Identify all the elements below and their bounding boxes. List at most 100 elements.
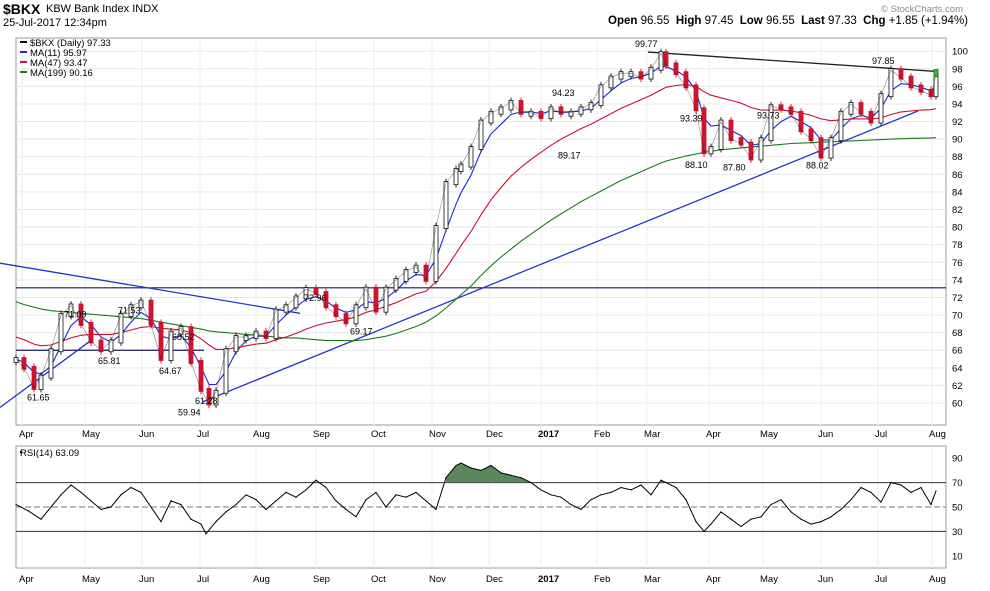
rsi-point bbox=[205, 533, 207, 535]
rsi-point bbox=[295, 496, 297, 498]
rsi-point bbox=[275, 500, 277, 502]
symbol-name: KBW Bank Index INDX bbox=[46, 3, 159, 15]
rsi-point bbox=[70, 484, 72, 486]
price-bar bbox=[768, 101, 774, 144]
price-candle bbox=[693, 84, 699, 112]
price-bar bbox=[663, 48, 669, 69]
price-bar bbox=[798, 108, 804, 135]
legend-swatch bbox=[20, 71, 27, 73]
price-bar bbox=[898, 65, 904, 83]
rsi-point bbox=[590, 499, 592, 501]
price-x-tick: Apr bbox=[19, 429, 34, 440]
price-bar bbox=[283, 301, 289, 316]
rsi-x-tick: Nov bbox=[429, 574, 446, 585]
rsi-point bbox=[780, 499, 782, 501]
price-bar bbox=[608, 73, 614, 91]
price-bar bbox=[48, 345, 54, 382]
rsi-y-tick: 90 bbox=[952, 454, 963, 465]
rsi-point bbox=[530, 482, 532, 484]
high-value: 97.45 bbox=[704, 15, 734, 27]
rsi-point bbox=[685, 499, 687, 501]
price-close-line bbox=[15, 52, 937, 405]
price-annotation: 99.77 bbox=[635, 39, 658, 49]
price-candle bbox=[818, 137, 824, 159]
price-x-tick: May bbox=[82, 429, 100, 440]
price-bar bbox=[908, 73, 914, 91]
rsi-point bbox=[703, 530, 705, 533]
rsi-point bbox=[305, 489, 307, 491]
rsi-point bbox=[40, 518, 42, 520]
rsi-point bbox=[580, 508, 582, 511]
price-candle bbox=[718, 119, 724, 150]
rsi-point bbox=[405, 496, 407, 498]
price-candle bbox=[708, 146, 714, 155]
price-x-tick: Jun bbox=[818, 429, 833, 440]
price-y-tick: 88 bbox=[952, 152, 963, 163]
price-candle bbox=[518, 100, 524, 115]
price-bar bbox=[88, 319, 94, 346]
rsi-point bbox=[445, 477, 447, 479]
price-candle bbox=[908, 75, 914, 89]
rsi-point bbox=[830, 516, 832, 518]
legend-label: MA(47) 93.47 bbox=[30, 58, 88, 69]
price-annotation: 69.17 bbox=[350, 326, 373, 336]
rsi-point bbox=[90, 500, 92, 502]
legend-label: MA(199) 90.16 bbox=[30, 68, 93, 79]
price-annotation: 89.17 bbox=[558, 150, 581, 160]
price-bar bbox=[928, 86, 934, 100]
rsi-point bbox=[470, 467, 472, 469]
rsi-point bbox=[860, 486, 862, 489]
price-x-tick: Sep bbox=[313, 429, 330, 440]
price-bar bbox=[838, 108, 844, 144]
price-candle bbox=[213, 389, 219, 406]
price-candle bbox=[31, 365, 37, 390]
rsi-point bbox=[935, 490, 937, 492]
rsi-point bbox=[510, 474, 512, 476]
rsi-point bbox=[665, 482, 667, 484]
rsi-point bbox=[630, 489, 632, 491]
price-candle bbox=[138, 299, 144, 309]
price-bar bbox=[458, 161, 464, 175]
price-candle bbox=[423, 264, 429, 282]
price-candle bbox=[21, 357, 27, 370]
price-bar bbox=[858, 99, 864, 118]
price-candle bbox=[468, 146, 474, 168]
price-bar bbox=[558, 103, 564, 118]
rsi-point bbox=[150, 506, 152, 508]
price-candle bbox=[788, 106, 794, 115]
price-x-tick: Dec bbox=[486, 429, 503, 440]
price-bar bbox=[253, 328, 259, 342]
open-label: Open bbox=[608, 15, 638, 27]
price-candle bbox=[283, 304, 289, 313]
price-candle bbox=[253, 330, 259, 339]
price-bar bbox=[808, 125, 814, 144]
price-candle bbox=[768, 104, 774, 142]
price-candle bbox=[78, 303, 84, 326]
rsi-point bbox=[15, 503, 17, 506]
rsi-point bbox=[180, 503, 182, 506]
price-bar bbox=[433, 222, 439, 285]
rsi-x-tick: Apr bbox=[19, 574, 34, 585]
rsi-point bbox=[120, 494, 122, 496]
rsi-point bbox=[740, 525, 742, 528]
price-candle bbox=[198, 360, 204, 392]
legend-label: MA(11) 95.97 bbox=[30, 48, 87, 59]
price-bar bbox=[888, 65, 894, 100]
price-bar bbox=[488, 108, 494, 127]
price-x-tick: 2017 bbox=[538, 429, 559, 440]
price-annotation: 88.10 bbox=[685, 160, 708, 170]
rsi-point bbox=[720, 511, 722, 513]
price-x-tick: May bbox=[760, 429, 778, 440]
rsi-point bbox=[500, 472, 502, 474]
price-candle bbox=[158, 321, 164, 361]
rsi-point bbox=[810, 523, 812, 525]
rsi-y-tick: 70 bbox=[952, 478, 963, 489]
price-candle bbox=[798, 110, 804, 133]
last-price-candle bbox=[933, 69, 939, 78]
price-candle bbox=[478, 119, 484, 150]
price-candle bbox=[888, 68, 894, 98]
price-bar bbox=[738, 134, 744, 149]
rsi-x-tick: Mar bbox=[644, 574, 660, 585]
quote-summary: Open 96.55 High 97.45 Low 96.55 Last 97.… bbox=[608, 15, 968, 27]
low-label: Low bbox=[739, 15, 763, 27]
